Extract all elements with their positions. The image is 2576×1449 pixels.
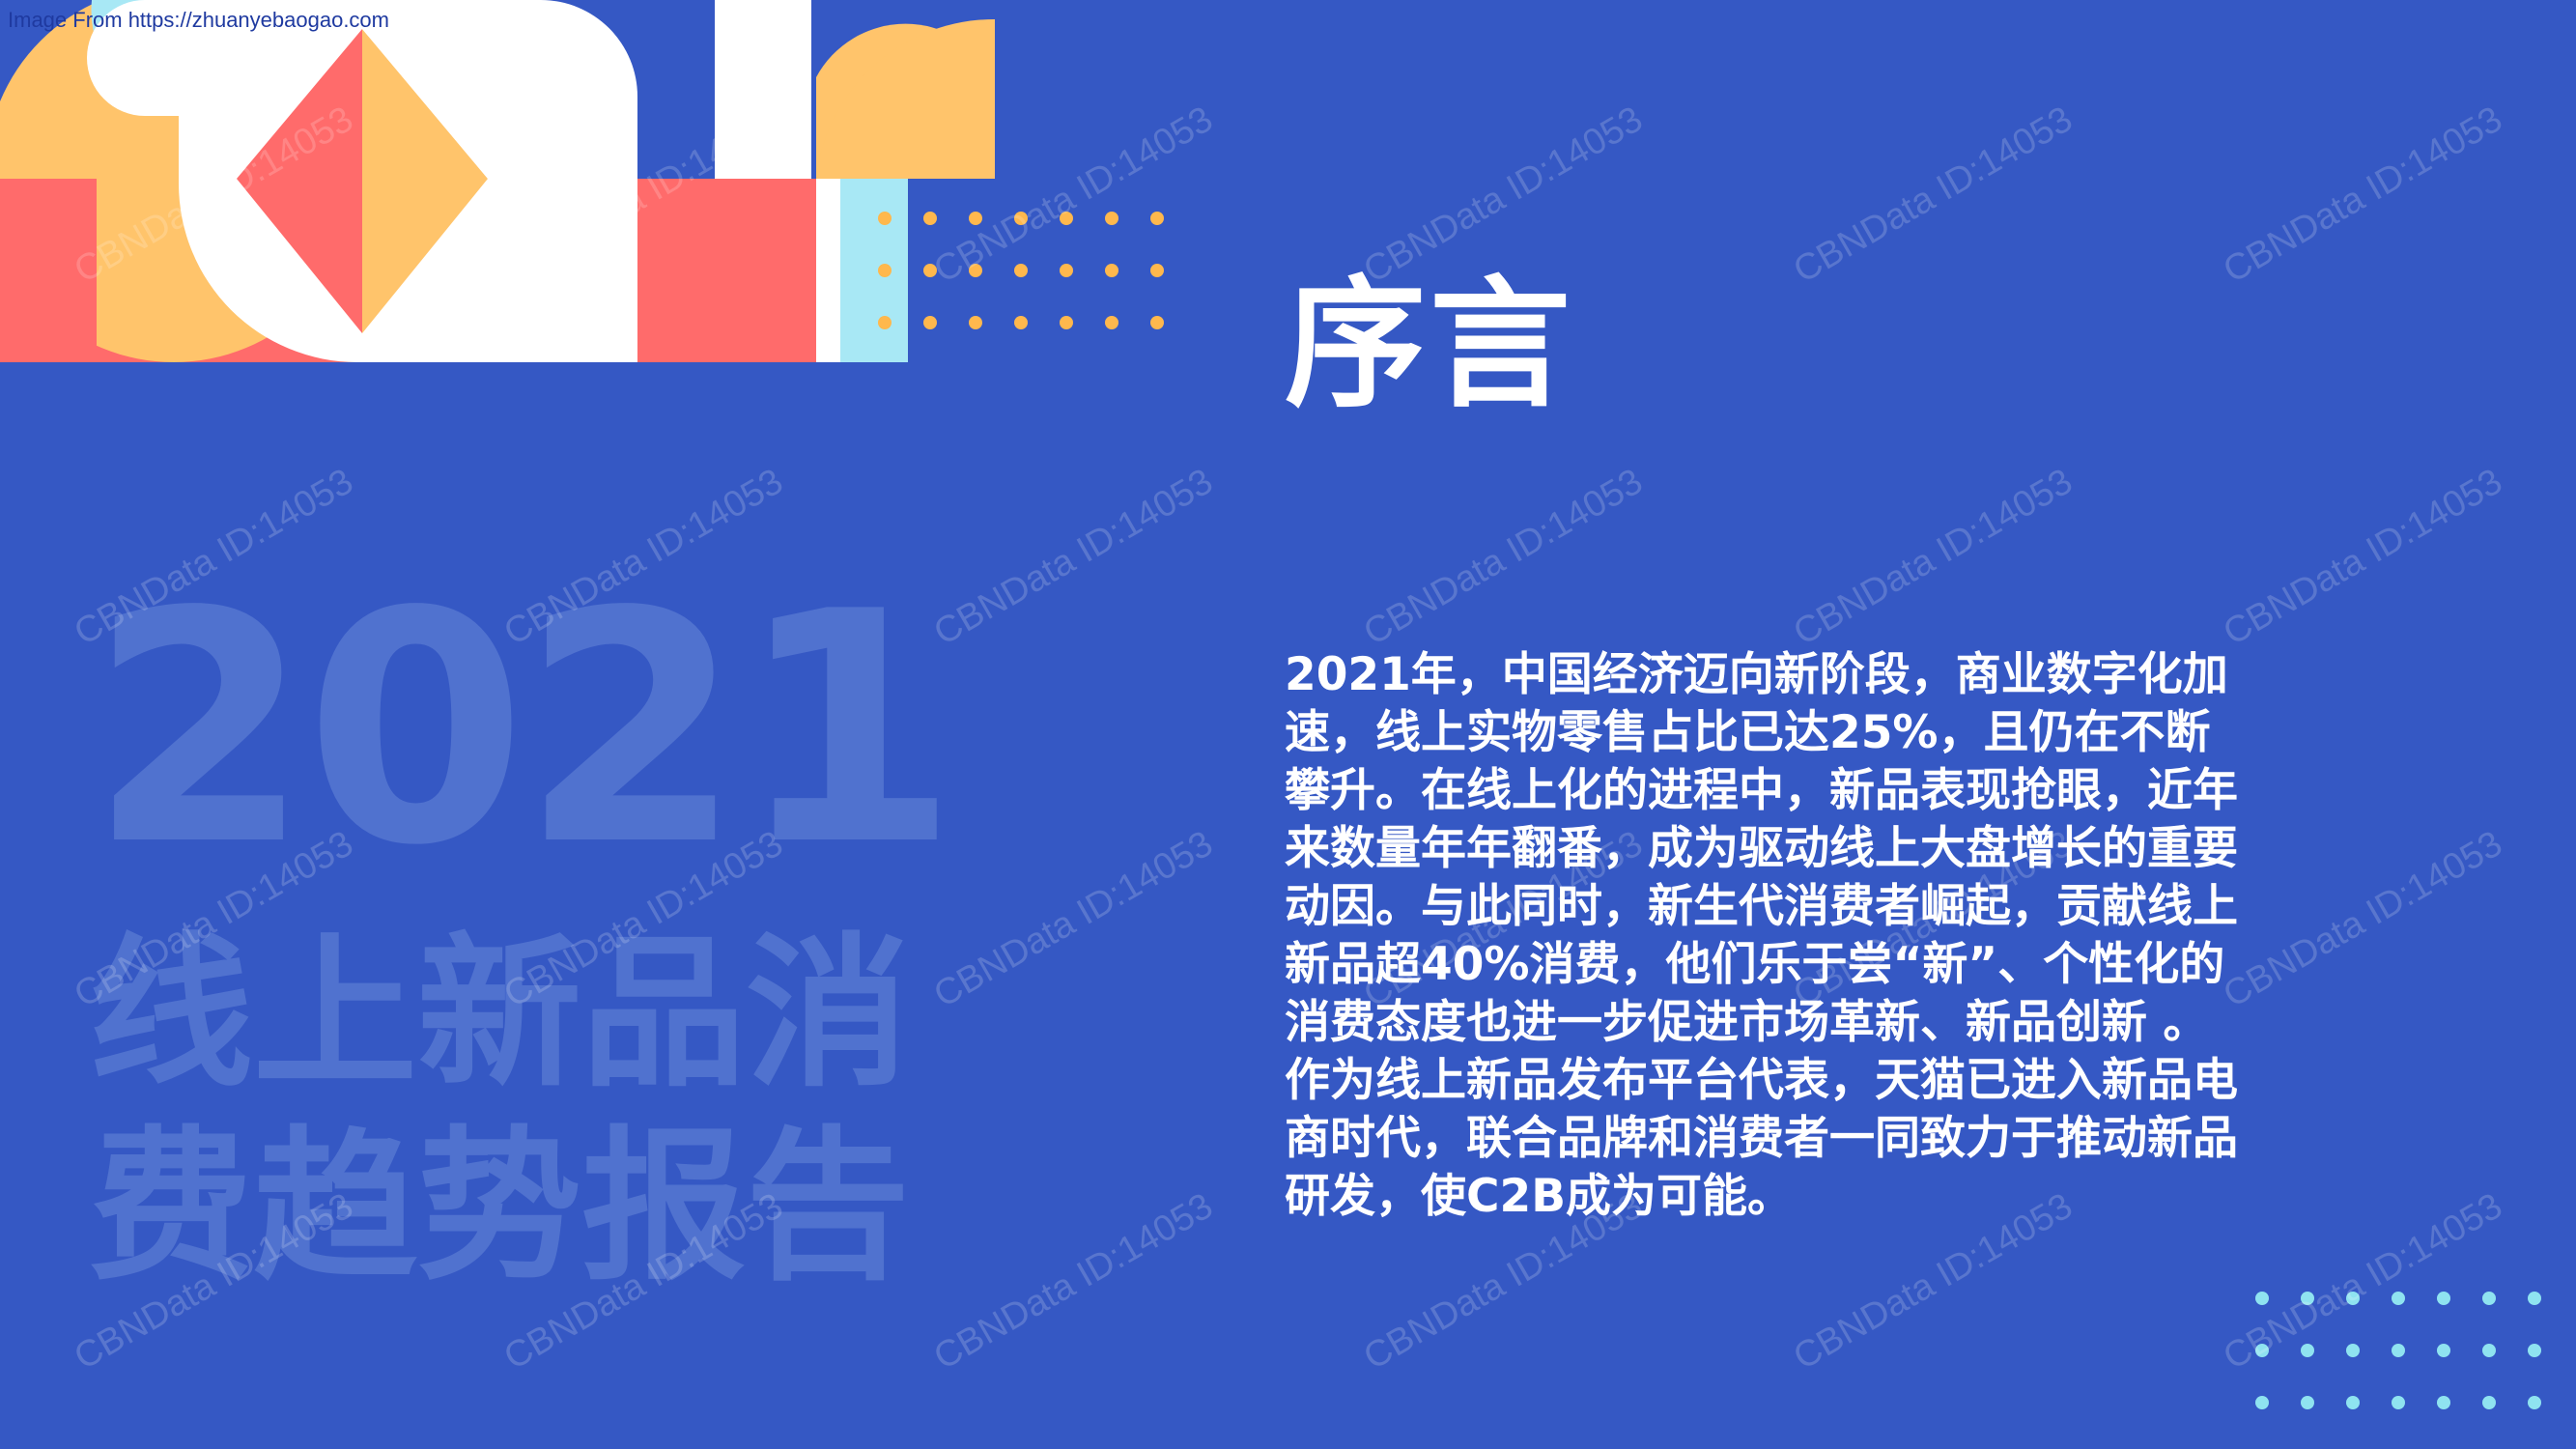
watermark: CBNData ID:14053 xyxy=(1787,461,2080,654)
watermark: CBNData ID:14053 xyxy=(1787,99,2080,292)
watermark: CBNData ID:14053 xyxy=(2217,99,2509,292)
watermark: CBNData ID:14053 xyxy=(2217,461,2509,654)
watermark: CBNData ID:14053 xyxy=(927,823,1220,1016)
watermark: CBNData ID:14053 xyxy=(927,461,1220,654)
source-note: Image From https://zhuanyebaogao.com xyxy=(8,8,389,32)
watermark: CBNData ID:14053 xyxy=(2217,823,2509,1016)
preface-paragraph: 2021年，中国经济迈向新阶段，商业数字化加速，线上实物零售占比已达25%，且仍… xyxy=(1285,648,2238,1223)
background-report-line: 线上新品消 xyxy=(89,919,911,1110)
watermark: CBNData ID:14053 xyxy=(1357,461,1650,654)
cyan-dot-grid xyxy=(2255,1292,2541,1409)
background-report-line: 费趋势报告 xyxy=(89,1112,911,1303)
geometric-decoration xyxy=(0,0,995,362)
watermark: CBNData ID:14053 xyxy=(927,1185,1220,1378)
page-title: 序言 xyxy=(1285,262,1574,427)
background-report-title: 线上新品消 费趋势报告 xyxy=(89,918,920,1304)
orange-dot-grid xyxy=(878,212,1164,329)
background-year: 2021 xyxy=(89,544,958,915)
